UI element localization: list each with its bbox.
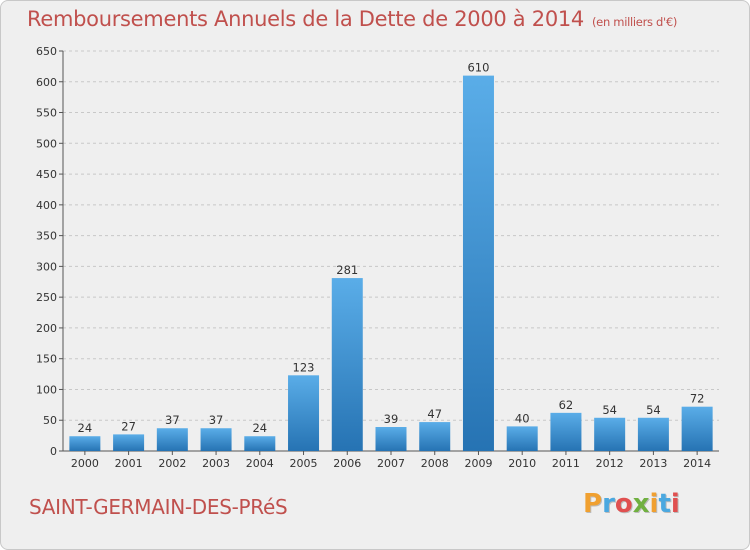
- bar-value-label: 27: [121, 419, 136, 433]
- y-tick-label: 400: [36, 199, 57, 212]
- x-tick-label: 2001: [115, 457, 143, 470]
- logo-letter: i: [670, 489, 680, 519]
- y-tick-label: 300: [36, 260, 57, 273]
- chart-unit: (en milliers d'€): [592, 15, 678, 29]
- y-tick-label: 200: [36, 322, 57, 335]
- y-tick-label: 550: [36, 107, 57, 120]
- x-tick-label: 2002: [158, 457, 186, 470]
- bar: [375, 427, 407, 451]
- y-tick-label: 250: [36, 291, 57, 304]
- logo-letter: x: [632, 489, 650, 519]
- bar: [637, 417, 669, 451]
- bar-value-label: 24: [78, 421, 93, 435]
- bar: [331, 278, 363, 451]
- y-tick-label: 650: [36, 45, 57, 58]
- bar: [69, 436, 101, 451]
- bar: [462, 75, 494, 451]
- x-tick-label: 2014: [683, 457, 711, 470]
- bar: [594, 417, 626, 451]
- y-tick-label: 350: [36, 230, 57, 243]
- bar-value-label: 610: [467, 61, 489, 75]
- x-tick-label: 2007: [377, 457, 405, 470]
- y-tick-label: 0: [50, 445, 57, 458]
- commune-name: SAINT-GERMAIN-DES-PRéS: [29, 495, 288, 519]
- x-tick-label: 2003: [202, 457, 230, 470]
- x-tick-label: 2004: [246, 457, 274, 470]
- bar: [419, 422, 451, 451]
- bar-value-label: 37: [165, 413, 180, 427]
- y-tick-label: 50: [43, 414, 57, 427]
- x-tick-label: 2006: [333, 457, 361, 470]
- bar: [244, 436, 276, 451]
- bar: [288, 375, 320, 451]
- chart-title: Remboursements Annuels de la Dette de 20…: [27, 7, 677, 31]
- logo-letter: i: [649, 489, 659, 519]
- bar: [156, 428, 188, 451]
- logo-letter: P: [583, 489, 603, 519]
- bar-value-label: 24: [252, 421, 267, 435]
- y-tick-label: 450: [36, 168, 57, 181]
- bar-value-label: 123: [293, 360, 315, 374]
- x-tick-label: 2013: [639, 457, 667, 470]
- bar: [681, 406, 713, 451]
- x-tick-label: 2009: [464, 457, 492, 470]
- bar-value-label: 54: [646, 403, 661, 417]
- bar-value-label: 281: [336, 263, 358, 277]
- bar-value-label: 72: [690, 392, 705, 406]
- bar: [506, 426, 538, 451]
- bar: [113, 434, 145, 451]
- x-tick-label: 2010: [508, 457, 536, 470]
- x-tick-label: 2005: [290, 457, 318, 470]
- bar-value-label: 47: [427, 407, 442, 421]
- y-tick-label: 500: [36, 137, 57, 150]
- x-tick-label: 2000: [71, 457, 99, 470]
- y-tick-label: 600: [36, 76, 57, 89]
- x-tick-label: 2008: [421, 457, 449, 470]
- y-tick-label: 100: [36, 383, 57, 396]
- logo-letter: o: [614, 489, 633, 519]
- bar-value-label: 62: [559, 398, 574, 412]
- logo-letter: t: [658, 489, 671, 519]
- bar-value-label: 54: [602, 403, 617, 417]
- bar: [200, 428, 232, 451]
- chart-title-text: Remboursements Annuels de la Dette de 20…: [27, 7, 584, 31]
- x-tick-label: 2011: [552, 457, 580, 470]
- proxiti-logo: Proxiti: [583, 489, 680, 519]
- y-tick-label: 150: [36, 353, 57, 366]
- bar-value-label: 39: [384, 412, 399, 426]
- bar-value-label: 40: [515, 411, 530, 425]
- bar-value-label: 37: [209, 413, 224, 427]
- bar: [550, 412, 582, 451]
- logo-letter: r: [602, 489, 615, 519]
- x-tick-label: 2012: [596, 457, 624, 470]
